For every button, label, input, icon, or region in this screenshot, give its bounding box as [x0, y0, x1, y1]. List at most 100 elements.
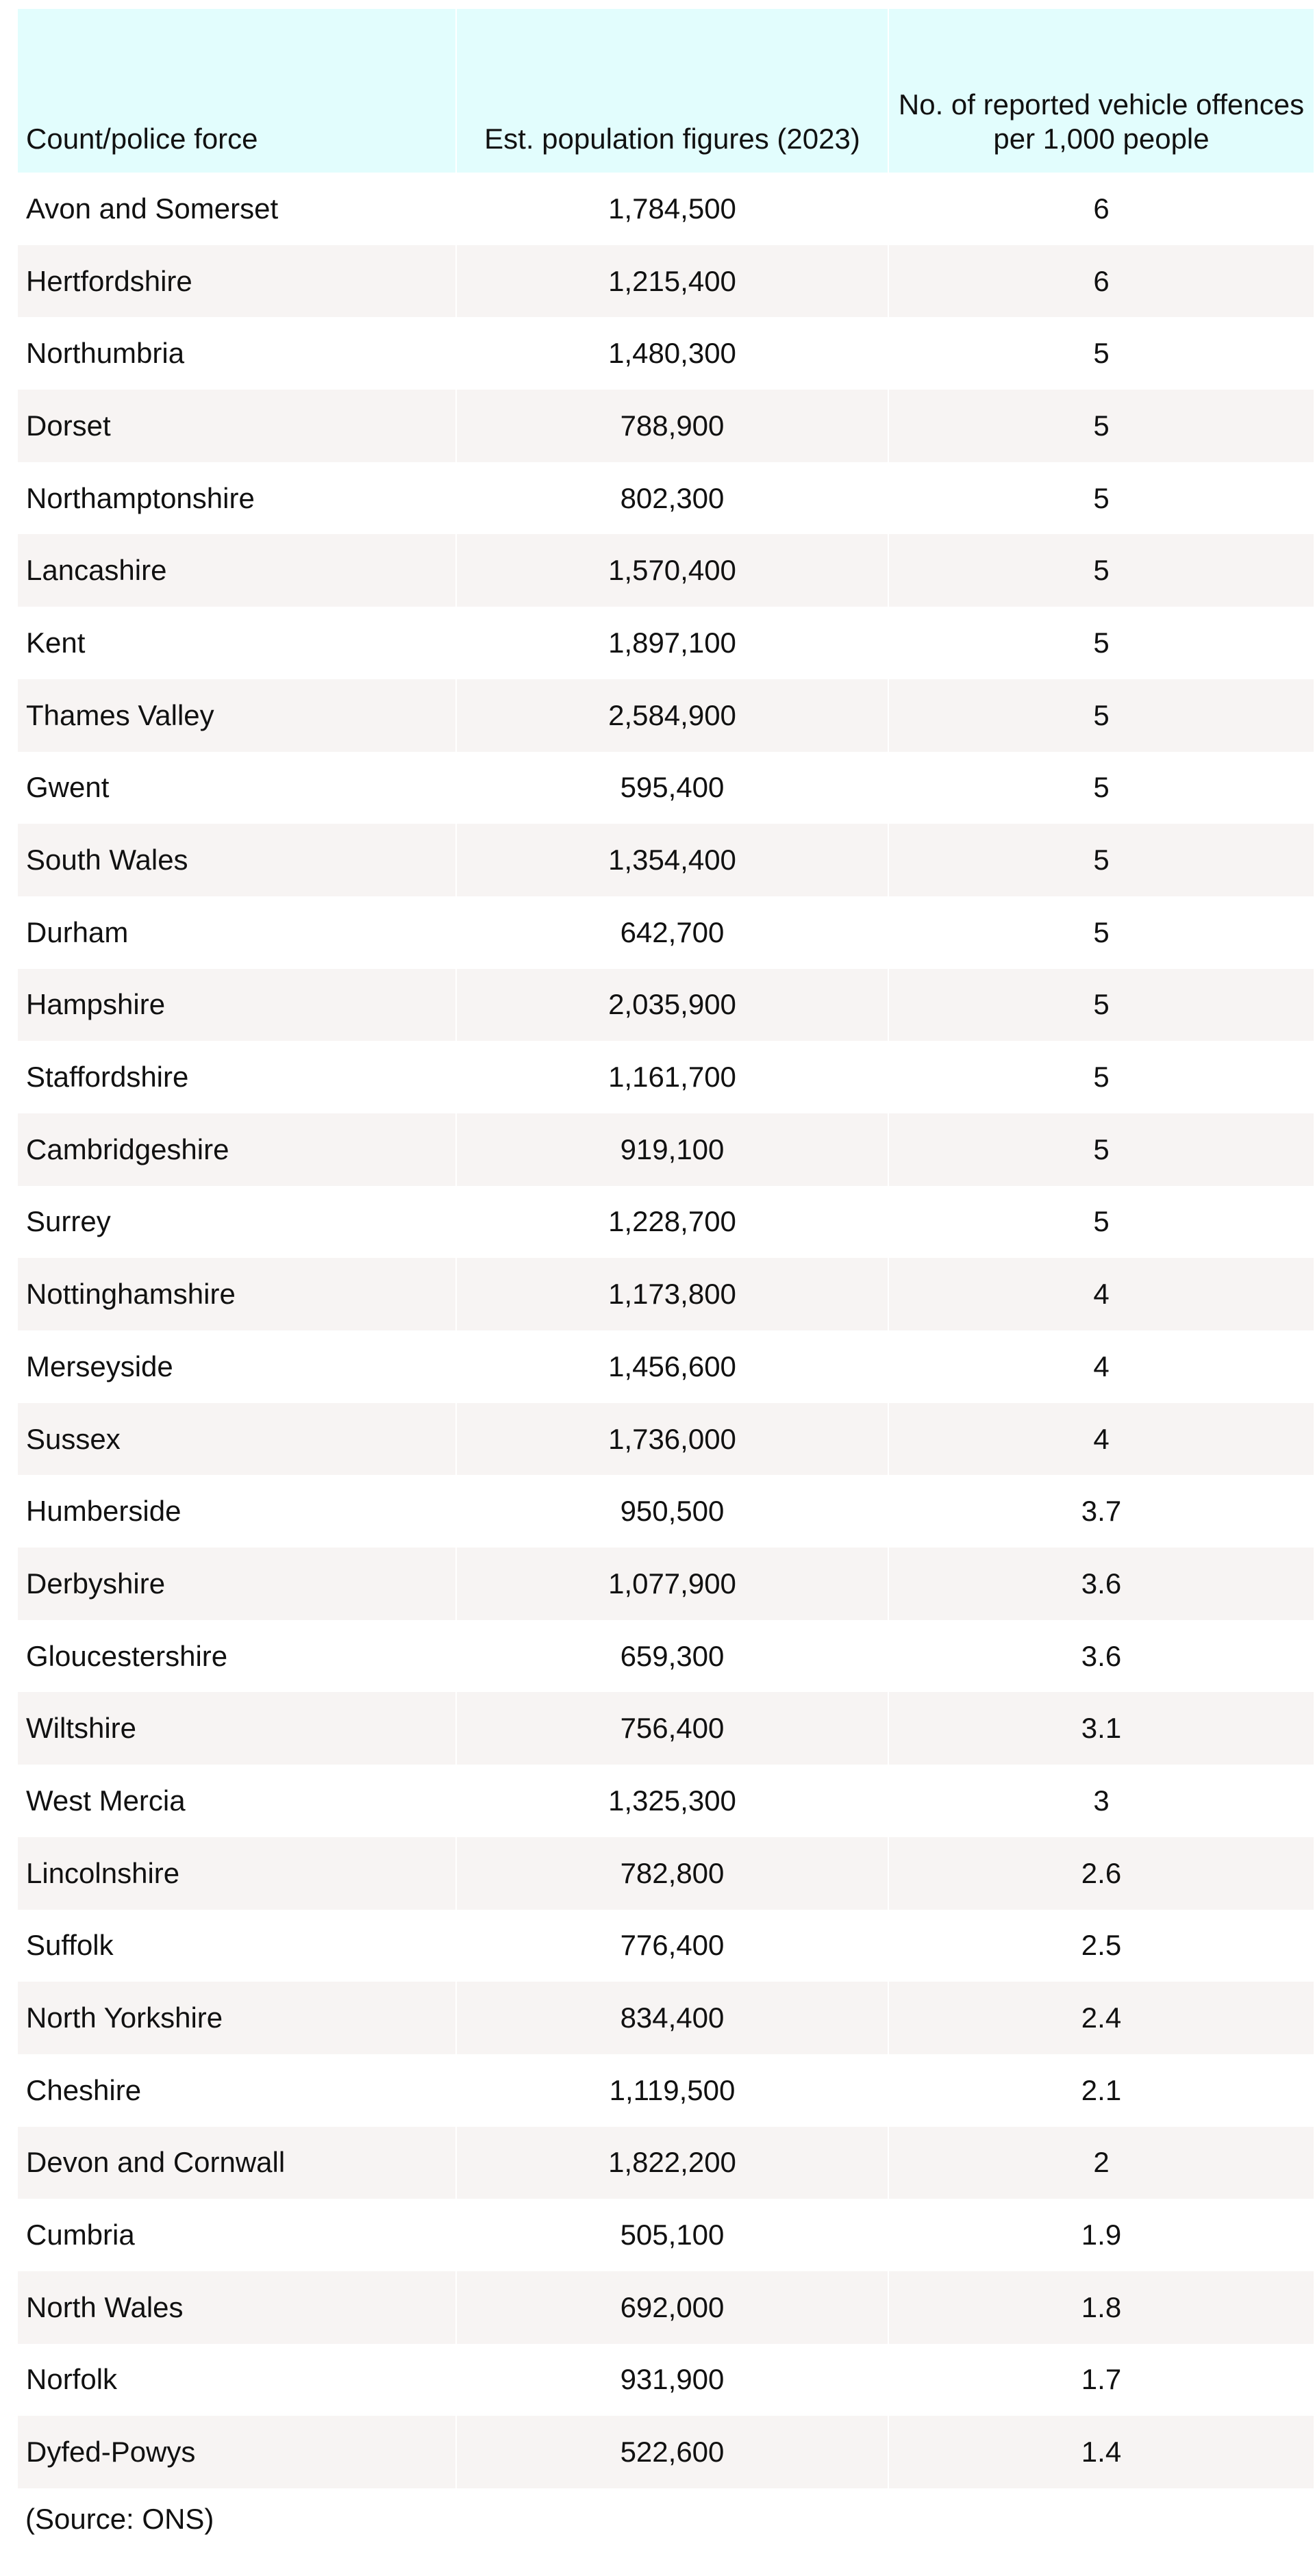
cell-offences: 4	[889, 1402, 1314, 1476]
cell-offences: 3.1	[889, 1692, 1314, 1765]
header-row: Count/police force Est. population figur…	[18, 9, 1314, 173]
cell-police-force: Dyfed-Powys	[18, 2416, 455, 2488]
table-row: Thames Valley 2,584,900 5	[18, 679, 1314, 752]
table-row: Merseyside 1,456,600 4	[18, 1330, 1314, 1403]
cell-police-force: Devon and Cornwall	[18, 2126, 455, 2199]
cell-population: 2,584,900	[457, 679, 888, 752]
cell-police-force: Gwent	[18, 751, 455, 824]
cell-population: 1,215,400	[457, 244, 888, 318]
cell-offences: 2.1	[889, 2054, 1314, 2127]
cell-population: 522,600	[457, 2416, 888, 2488]
cell-offences: 5	[889, 896, 1314, 969]
cell-population: 1,456,600	[457, 1330, 888, 1403]
cell-population: 659,300	[457, 1619, 888, 1693]
cell-police-force: Wiltshire	[18, 1692, 455, 1765]
cell-population: 1,228,700	[457, 1185, 888, 1259]
cell-offences: 5	[889, 679, 1314, 752]
cell-population: 1,480,300	[457, 317, 888, 390]
table-row: Northumbria 1,480,300 5	[18, 317, 1314, 390]
cell-population: 1,161,700	[457, 1041, 888, 1113]
cell-population: 692,000	[457, 2271, 888, 2344]
table-row: Hampshire 2,035,900 5	[18, 968, 1314, 1041]
cell-population: 1,325,300	[457, 1765, 888, 1837]
cell-police-force: Staffordshire	[18, 1041, 455, 1113]
cell-police-force: Derbyshire	[18, 1548, 455, 1620]
cell-offences: 2.6	[889, 1836, 1314, 1910]
cell-offences: 5	[889, 317, 1314, 390]
cell-population: 1,077,900	[457, 1548, 888, 1620]
table-row: Durham 642,700 5	[18, 896, 1314, 969]
cell-police-force: Cheshire	[18, 2054, 455, 2127]
cell-police-force: North Yorkshire	[18, 1982, 455, 2054]
cell-offences: 5	[889, 824, 1314, 896]
cell-population: 919,100	[457, 1113, 888, 1186]
cell-police-force: Hampshire	[18, 968, 455, 1041]
table-row: Lincolnshire 782,800 2.6	[18, 1836, 1314, 1910]
cell-police-force: Avon and Somerset	[18, 173, 455, 245]
table-row: Dorset 788,900 5	[18, 390, 1314, 462]
cell-population: 1,897,100	[457, 607, 888, 679]
table-row: Gloucestershire 659,300 3.6	[18, 1619, 1314, 1693]
header-police-force: Count/police force	[18, 9, 455, 173]
table-row: Hertfordshire 1,215,400 6	[18, 244, 1314, 318]
police-force-table: Count/police force Est. population figur…	[16, 9, 1315, 2488]
cell-police-force: Cumbria	[18, 2199, 455, 2271]
cell-offences: 5	[889, 1041, 1314, 1113]
cell-police-force: Thames Valley	[18, 679, 455, 752]
table-row: Cheshire 1,119,500 2.1	[18, 2054, 1314, 2127]
cell-population: 802,300	[457, 462, 888, 535]
cell-population: 1,736,000	[457, 1402, 888, 1476]
table-row: Avon and Somerset 1,784,500 6	[18, 173, 1314, 245]
cell-police-force: Humberside	[18, 1475, 455, 1548]
table-body: Avon and Somerset 1,784,500 6 Hertfordshire…	[18, 173, 1314, 2488]
cell-offences: 6	[889, 173, 1314, 245]
cell-police-force: Northamptonshire	[18, 462, 455, 535]
table-row: Sussex 1,736,000 4	[18, 1402, 1314, 1476]
cell-population: 776,400	[457, 1909, 888, 1982]
header-population: Est. population figures (2023)	[457, 9, 888, 173]
cell-offences: 5	[889, 968, 1314, 1041]
cell-police-force: Merseyside	[18, 1330, 455, 1403]
cell-population: 642,700	[457, 896, 888, 969]
cell-police-force: Gloucestershire	[18, 1619, 455, 1693]
table-row: Derbyshire 1,077,900 3.6	[18, 1548, 1314, 1620]
cell-police-force: Nottinghamshire	[18, 1258, 455, 1330]
table-row: North Wales 692,000 1.8	[18, 2271, 1314, 2344]
cell-offences: 1.9	[889, 2199, 1314, 2271]
cell-offences: 5	[889, 607, 1314, 679]
cell-police-force: Lancashire	[18, 534, 455, 607]
cell-population: 1,354,400	[457, 824, 888, 896]
table-row: Kent 1,897,100 5	[18, 607, 1314, 679]
cell-offences: 1.7	[889, 2343, 1314, 2416]
header-offences: No. of reported vehicle offences per 1,0…	[889, 9, 1314, 173]
cell-offences: 5	[889, 462, 1314, 535]
source-note: (Source: ONS)	[25, 2503, 214, 2535]
cell-police-force: West Mercia	[18, 1765, 455, 1837]
cell-police-force: Dorset	[18, 390, 455, 462]
table-row: Lancashire 1,570,400 5	[18, 534, 1314, 607]
cell-police-force: Sussex	[18, 1402, 455, 1476]
cell-offences: 3.7	[889, 1475, 1314, 1548]
cell-population: 950,500	[457, 1475, 888, 1548]
table-row: Devon and Cornwall 1,822,200 2	[18, 2126, 1314, 2199]
cell-population: 782,800	[457, 1836, 888, 1910]
table-row: Surrey 1,228,700 5	[18, 1185, 1314, 1259]
cell-population: 788,900	[457, 390, 888, 462]
cell-offences: 3.6	[889, 1548, 1314, 1620]
cell-police-force: Norfolk	[18, 2343, 455, 2416]
cell-police-force: Kent	[18, 607, 455, 679]
table-row: North Yorkshire 834,400 2.4	[18, 1982, 1314, 2054]
cell-offences: 5	[889, 1113, 1314, 1186]
cell-offences: 6	[889, 244, 1314, 318]
table-row: Staffordshire 1,161,700 5	[18, 1041, 1314, 1113]
cell-police-force: North Wales	[18, 2271, 455, 2344]
table-row: Wiltshire 756,400 3.1	[18, 1692, 1314, 1765]
table-row: Dyfed-Powys 522,600 1.4	[18, 2416, 1314, 2488]
cell-police-force: Northumbria	[18, 317, 455, 390]
cell-offences: 3	[889, 1765, 1314, 1837]
cell-police-force: Surrey	[18, 1185, 455, 1259]
cell-offences: 5	[889, 390, 1314, 462]
cell-offences: 1.4	[889, 2416, 1314, 2488]
cell-population: 595,400	[457, 751, 888, 824]
cell-population: 834,400	[457, 1982, 888, 2054]
